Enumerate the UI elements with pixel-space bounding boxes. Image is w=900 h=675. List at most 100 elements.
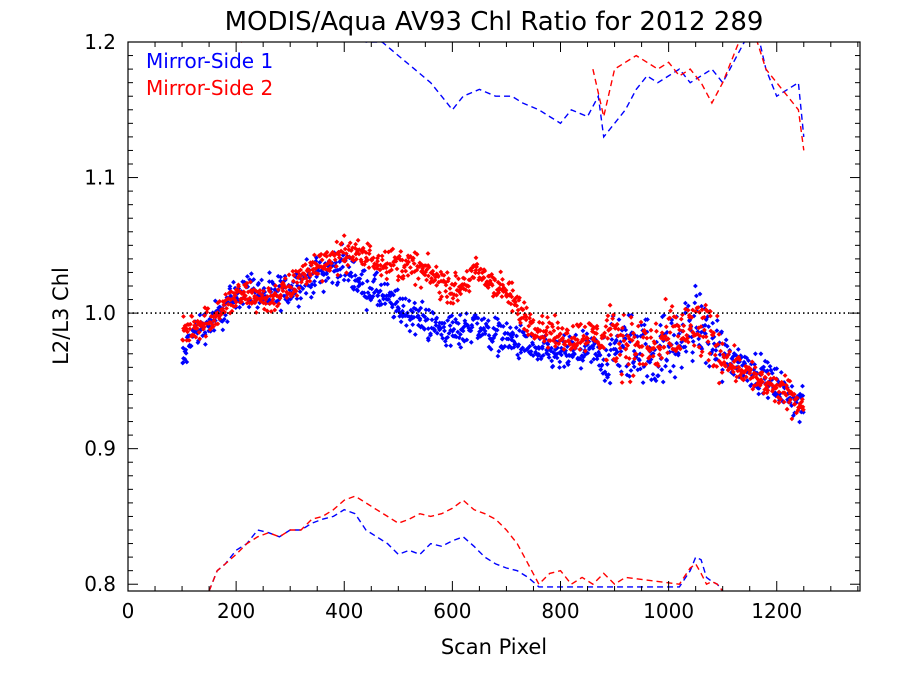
data-point <box>628 368 634 373</box>
data-point <box>695 305 701 310</box>
data-point <box>412 332 418 337</box>
data-point <box>703 360 709 366</box>
data-point <box>498 269 504 275</box>
data-point <box>259 277 265 283</box>
data-point <box>767 363 773 369</box>
data-point <box>514 303 520 309</box>
data-point <box>797 419 803 425</box>
data-point <box>736 364 742 370</box>
data-point <box>614 349 620 355</box>
data-point <box>626 356 632 361</box>
data-point <box>439 294 445 300</box>
data-point <box>598 367 604 373</box>
data-point <box>719 341 725 347</box>
data-point <box>578 321 584 327</box>
data-point <box>298 267 304 273</box>
data-point <box>507 325 513 331</box>
data-point <box>304 256 310 262</box>
data-point <box>800 383 805 389</box>
data-point <box>615 326 621 332</box>
data-point <box>526 323 532 329</box>
data-point <box>336 252 342 258</box>
data-point <box>658 322 663 328</box>
data-point <box>217 298 223 304</box>
data-point <box>650 351 656 357</box>
data-point <box>243 284 249 290</box>
data-point <box>544 324 550 330</box>
data-point <box>342 246 348 252</box>
data-point <box>381 296 386 302</box>
data-point <box>792 401 798 407</box>
data-point <box>509 280 515 286</box>
data-point <box>296 285 302 291</box>
data-point <box>555 320 561 326</box>
data-point <box>403 296 408 302</box>
data-point <box>731 342 737 348</box>
data-point <box>678 316 684 322</box>
x-tick-label: 1200 <box>751 599 802 623</box>
data-point <box>513 325 519 331</box>
data-point <box>298 295 304 301</box>
data-point <box>410 322 416 328</box>
data-point <box>672 374 678 380</box>
data-point <box>661 344 667 350</box>
data-point <box>308 294 314 300</box>
data-point <box>776 389 782 395</box>
data-point <box>339 240 345 246</box>
data-point <box>450 295 456 301</box>
data-point <box>661 312 667 318</box>
data-point <box>663 363 668 369</box>
data-point <box>800 393 806 399</box>
data-point <box>518 350 524 355</box>
data-point <box>735 346 741 352</box>
axis-ticks: 0 200 400 600 800 1000 1200 0.8 0.9 1.0 1.1 1.2 <box>84 30 860 623</box>
data-point <box>710 320 716 326</box>
data-point <box>557 359 563 365</box>
data-point <box>607 302 613 308</box>
data-point <box>181 314 186 319</box>
data-point <box>389 267 394 273</box>
data-point <box>495 353 501 359</box>
data-point <box>679 312 685 318</box>
data-point <box>494 327 500 333</box>
data-point <box>364 278 370 284</box>
data-point <box>659 355 665 361</box>
data-point <box>345 277 351 283</box>
data-point <box>778 369 784 375</box>
series-1-lower-dashed-line <box>208 508 724 591</box>
data-point <box>617 363 622 369</box>
data-point <box>541 335 547 341</box>
data-point <box>510 331 516 337</box>
data-point <box>632 356 637 362</box>
data-point <box>488 346 494 352</box>
chart-title: MODIS/Aqua AV93 Chl Ratio for 2012 289 <box>225 7 764 37</box>
data-point <box>273 283 278 289</box>
data-point <box>324 253 330 259</box>
data-point <box>603 324 609 329</box>
data-point <box>594 331 599 336</box>
data-point <box>657 344 663 350</box>
x-tick-label: 800 <box>541 599 579 623</box>
data-point <box>379 257 385 263</box>
data-point <box>761 390 767 396</box>
data-point <box>663 296 669 302</box>
data-point <box>296 304 302 310</box>
data-point <box>311 290 316 296</box>
data-point <box>180 337 186 343</box>
series-2-upper-dashed-line <box>592 42 805 151</box>
data-point <box>382 249 388 255</box>
data-point <box>223 291 229 297</box>
data-point <box>697 291 703 297</box>
data-point <box>650 371 656 377</box>
data-point <box>504 320 510 326</box>
data-point <box>650 353 656 359</box>
data-point <box>366 265 372 271</box>
data-point <box>278 274 284 280</box>
data-point <box>347 240 353 246</box>
data-point <box>608 332 614 338</box>
data-point <box>638 319 644 325</box>
data-point <box>701 327 707 333</box>
data-point <box>355 237 361 243</box>
data-point <box>469 324 475 330</box>
